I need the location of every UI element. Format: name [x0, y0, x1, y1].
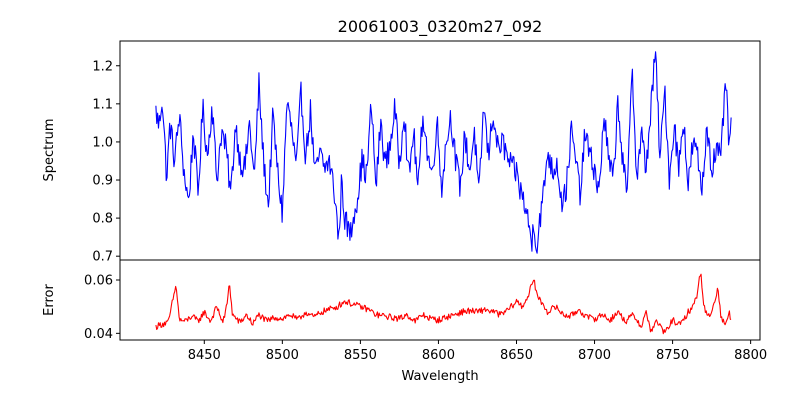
error-ytick-label: 0.06 [84, 274, 113, 289]
error-plot-area [120, 260, 760, 340]
error-frame [119, 259, 761, 341]
xtick-label: 8600 [422, 348, 455, 363]
spectrum-y-axis: 0.7 0.8 0.9 1.0 1.1 1.2 [92, 59, 120, 265]
error-ytick-label: 0.04 [84, 327, 113, 342]
spectrum-ytick-label: 1.0 [92, 135, 113, 150]
error-ylabel: Error [42, 284, 57, 316]
spectrum-ytick-label: 1.2 [92, 59, 113, 74]
xtick-label: 8800 [734, 348, 767, 363]
spectrum-panel: 0.7 0.8 0.9 1.0 1.1 1.2 Spectrum [42, 40, 761, 265]
spectrum-plot-area [120, 41, 760, 260]
error-panel: 0.04 0.06 Error [42, 259, 761, 342]
spectrum-ytick-label: 1.1 [92, 97, 113, 112]
spectrum-ytick-label: 0.7 [92, 250, 113, 265]
xtick-label: 8750 [656, 348, 689, 363]
x-axis-label: Wavelength [401, 369, 478, 384]
error-line-layer [155, 273, 732, 335]
x-axis: 8450 8500 8550 8600 8650 8700 8750 8800 [188, 340, 767, 363]
xtick-label: 8500 [266, 348, 299, 363]
error-y-axis: 0.04 0.06 [84, 274, 120, 342]
spectrum-ylabel: Spectrum [42, 119, 57, 182]
error-series-line [155, 273, 732, 335]
spectrum-series-line [155, 51, 732, 254]
xtick-label: 8550 [344, 348, 377, 363]
spectrum-line-layer [155, 51, 732, 254]
xtick-label: 8650 [500, 348, 533, 363]
spectrum-ytick-label: 0.8 [92, 212, 113, 227]
xtick-label: 8700 [578, 348, 611, 363]
xtick-label: 8450 [188, 348, 221, 363]
chart-title: 20061003_0320m27_092 [338, 17, 543, 37]
spectrum-ytick-label: 0.9 [92, 174, 113, 189]
